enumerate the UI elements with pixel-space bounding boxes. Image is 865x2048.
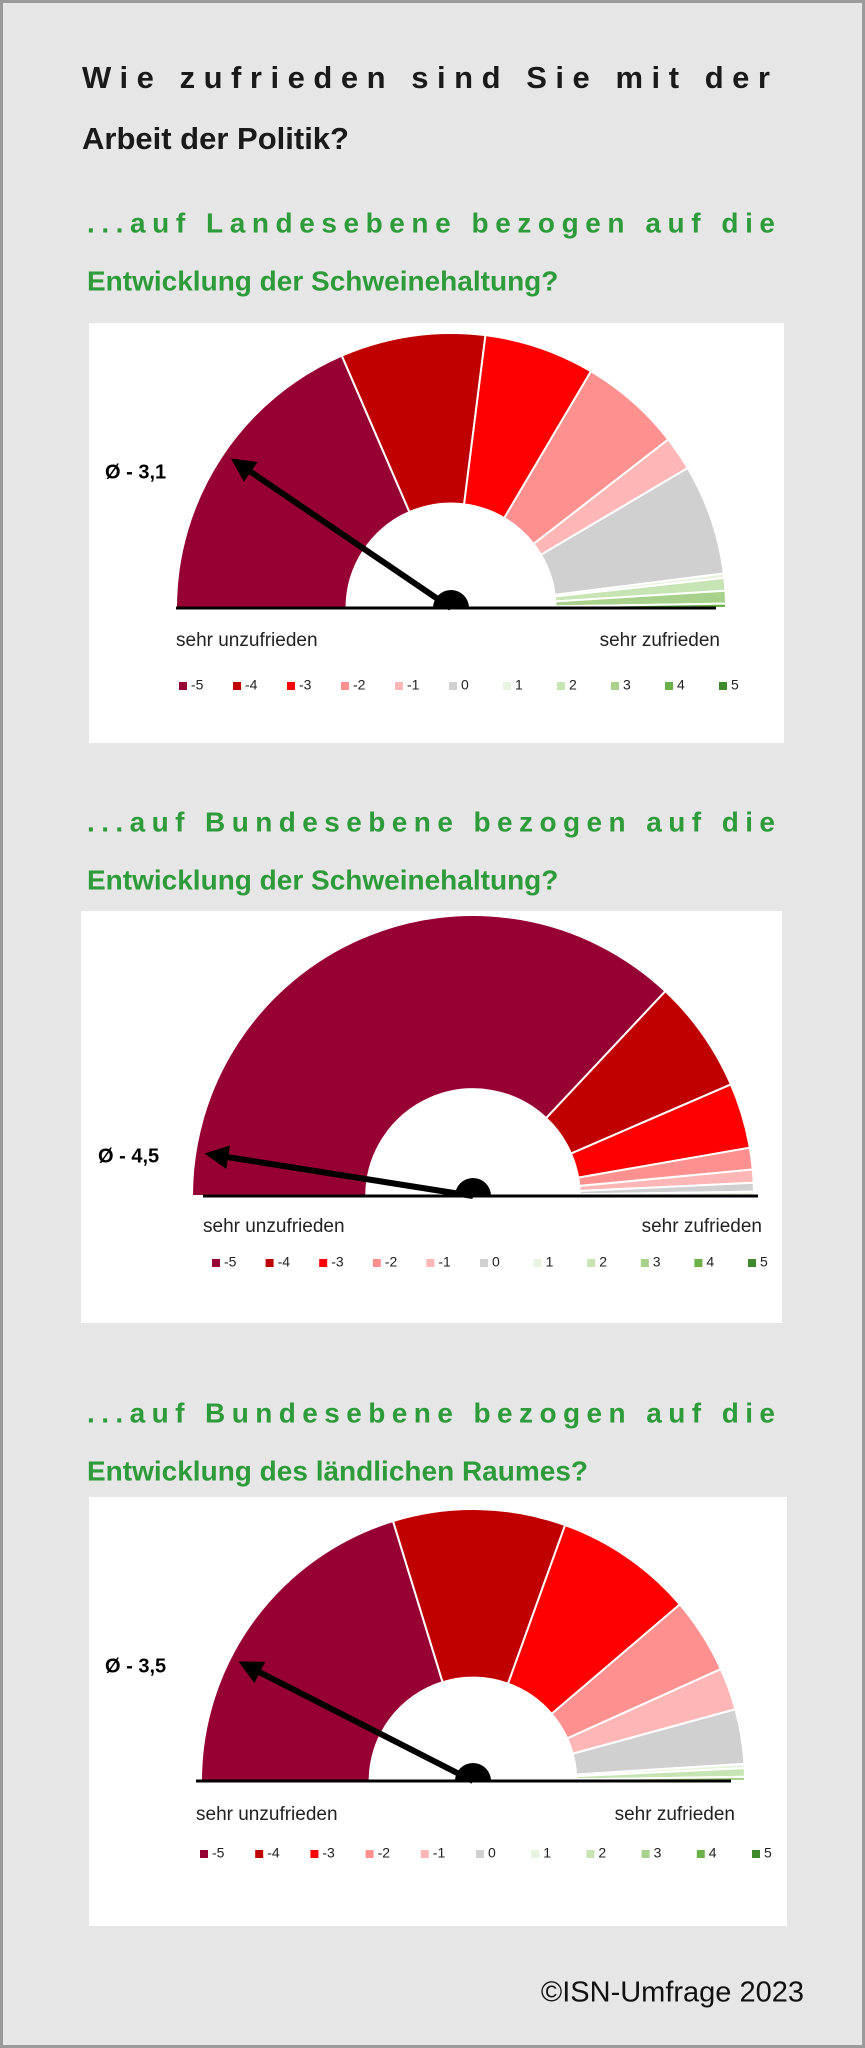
legend-swatch [341,682,349,690]
legend-label: 5 [764,1845,772,1861]
legend-swatch [640,1259,649,1267]
mean-label: Ø - 3,5 [105,1655,166,1677]
legend-label: 0 [461,677,469,693]
legend-label: -2 [385,1254,398,1270]
legend-swatch [212,1259,220,1267]
gauge-segment [174,354,411,609]
legend-swatch [752,1850,760,1858]
right-label: sehr zufrieden [615,1804,735,1825]
legend-swatch [611,682,619,690]
right-label: sehr zufrieden [600,630,720,651]
legend-swatch [365,1850,374,1858]
legend-label: 5 [760,1254,768,1270]
legend-swatch [665,682,673,690]
title-line: Arbeit der Politik? [82,121,349,156]
footer: ©ISN-Umfrage 2023 [541,1977,804,2009]
legend-label: 4 [706,1254,714,1270]
legend-swatch [200,1850,208,1858]
legend-label: 1 [543,1845,551,1861]
gauge-segment [190,914,667,1197]
legend-label: -5 [212,1845,225,1861]
legend-label: -2 [353,677,366,693]
legend-label: -3 [331,1254,344,1270]
legend-label: -1 [438,1254,451,1270]
legend-swatch [748,1259,756,1267]
legend-label: 1 [515,677,523,693]
legend-swatch [233,682,241,690]
needle-hub [455,1178,491,1196]
legend-swatch [179,682,187,690]
legend-label: 2 [569,677,577,693]
legend-label: 5 [731,677,739,693]
legend-swatch [449,682,457,690]
legend-label: -4 [267,1845,280,1861]
legend-swatch [395,682,403,690]
legend-label: -3 [322,1845,335,1861]
legend-swatch [587,1259,596,1267]
legend-swatch [287,682,295,690]
legend-label: 3 [653,1254,661,1270]
legend-swatch [426,1259,435,1267]
left-label: sehr unzufrieden [196,1804,338,1825]
legend-label: 4 [677,677,685,693]
legend-label: -4 [245,677,258,693]
legend-label: -5 [224,1254,237,1270]
legend-label: -2 [378,1845,391,1861]
legend-swatch [480,1259,488,1267]
needle [204,1145,474,1199]
legend-label: -5 [191,677,204,693]
legend-swatch [586,1850,595,1858]
legend-swatch [696,1850,705,1858]
legend-swatch [255,1850,264,1858]
mean-label: Ø - 3,1 [105,461,166,483]
legend-label: 2 [599,1254,607,1270]
legend-swatch [641,1850,650,1858]
legend-swatch [372,1259,381,1267]
legend-swatch [265,1259,274,1267]
legend-label: -1 [433,1845,446,1861]
needle-hub [433,590,469,608]
needle [230,458,453,611]
legend-label: 0 [488,1845,496,1861]
legend-swatch [420,1850,429,1858]
gauge-segment [391,1507,567,1686]
legend-swatch [476,1850,484,1858]
legend-swatch [557,682,565,690]
legend-swatch [503,682,511,690]
legend-swatch [533,1259,542,1267]
chart-title-line: Entwicklung der Schweinehaltung? [87,864,558,895]
legend-swatch [319,1259,328,1267]
chart-title-line: Entwicklung des ländlichen Raumes? [87,1455,588,1486]
left-label: sehr unzufrieden [176,630,318,651]
legend-swatch [694,1259,703,1267]
chart-title-line: Entwicklung der Schweinehaltung? [87,265,558,296]
legend-swatch [310,1850,319,1858]
needle [238,1661,475,1784]
right-label: sehr zufrieden [642,1216,762,1237]
legend-swatch [719,682,727,690]
legend-label: 4 [709,1845,717,1861]
legend-label: 0 [492,1254,500,1270]
mean-label: Ø - 4,5 [98,1145,159,1167]
legend-label: -1 [407,677,420,693]
legend-label: 3 [654,1845,662,1861]
legend-label: -3 [299,677,312,693]
legend-swatch [531,1850,540,1858]
legend-label: 2 [598,1845,606,1861]
needle-hub [455,1763,491,1781]
legend-label: -4 [278,1254,291,1270]
left-label: sehr unzufrieden [203,1216,345,1237]
legend-label: 3 [623,677,631,693]
legend-label: 1 [546,1254,554,1270]
